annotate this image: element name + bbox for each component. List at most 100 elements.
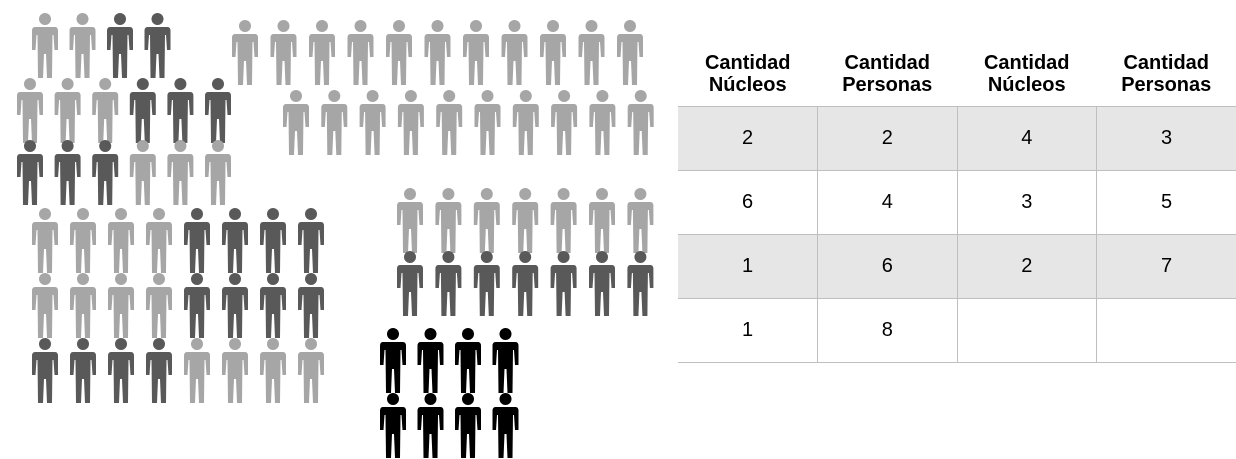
person-icon [492, 393, 519, 458]
person-icon [386, 20, 412, 85]
person-icon [492, 328, 519, 393]
person-icon [627, 188, 654, 253]
person-icon [347, 20, 374, 85]
person-icon [205, 78, 231, 143]
person-icon [32, 13, 58, 78]
person-icon [435, 188, 462, 253]
person-icon [298, 273, 324, 338]
person-icon [397, 251, 423, 316]
header-row: Cantidad Núcleos Cantidad Personas Cantida… [678, 42, 1236, 107]
person-icon [617, 20, 643, 85]
person-icon [107, 13, 133, 78]
person-icon [270, 20, 297, 85]
person-icon [417, 393, 444, 458]
person-icon [146, 338, 172, 403]
person-icon [222, 338, 248, 403]
table-cell: 5 [1096, 170, 1236, 235]
person-icon [321, 90, 348, 155]
person-icon [146, 273, 172, 338]
person-icon [108, 273, 134, 338]
table-cell: 1 [678, 234, 818, 299]
person-icon [260, 273, 286, 338]
person-icon [184, 273, 210, 338]
person-icon [69, 13, 96, 78]
person-icon [70, 338, 96, 403]
person-icon [144, 13, 171, 78]
table-cell: 8 [817, 298, 958, 363]
person-icon [70, 208, 96, 273]
person-icon [167, 78, 194, 143]
person-icon [54, 78, 81, 143]
person-icon [167, 140, 194, 205]
person-icon [417, 328, 444, 393]
person-icon [424, 20, 451, 85]
person-icon [309, 20, 335, 85]
person-icon [359, 90, 386, 155]
person-icon [397, 188, 423, 253]
table-cell: 3 [956, 170, 1097, 235]
person-icon [92, 140, 119, 205]
person-icon [298, 208, 324, 273]
table-cell: 7 [1096, 234, 1236, 299]
table-cell: 3 [1096, 106, 1236, 171]
person-icon [222, 273, 248, 338]
person-icon [92, 78, 119, 143]
person-icon [54, 140, 81, 205]
person-icon [436, 90, 463, 155]
person-icon [550, 251, 577, 316]
data-table: Cantidad Núcleos Cantidad Personas Cantida… [678, 42, 1236, 363]
person-icon [129, 78, 156, 143]
person-icon [108, 208, 134, 273]
person-icon [589, 188, 615, 253]
person-icon [512, 251, 539, 316]
person-icon [146, 208, 172, 273]
header-cell: Cantidad Personas [1121, 52, 1212, 96]
person-icon [455, 393, 481, 458]
people-figure [17, 13, 654, 458]
person-icon [380, 393, 406, 458]
table-cell: 1 [678, 298, 818, 363]
person-icon [32, 338, 58, 403]
person-icon [463, 20, 489, 85]
person-icon [540, 20, 566, 85]
person-icon [578, 20, 605, 85]
table-cell: 4 [817, 170, 958, 235]
person-icon [260, 208, 286, 273]
person-icon [17, 140, 43, 205]
table-cell: 2 [956, 234, 1097, 299]
person-icon [455, 328, 481, 393]
person-icon [474, 90, 501, 155]
table-cell: 6 [678, 170, 818, 235]
person-icon [473, 188, 500, 253]
person-icon [397, 90, 424, 155]
person-icon [17, 78, 43, 143]
person-icon [205, 140, 231, 205]
person-icon [108, 338, 134, 403]
person-icon [32, 208, 58, 273]
person-icon [129, 140, 156, 205]
table-cell: 6 [817, 234, 958, 299]
table-cell: 2 [678, 106, 818, 171]
person-icon [283, 90, 309, 155]
person-icon [589, 90, 616, 155]
person-icon [627, 251, 654, 316]
person-icon [627, 90, 654, 155]
person-icon [260, 338, 286, 403]
person-icon [551, 90, 578, 155]
table-cell: 4 [956, 106, 1097, 171]
person-icon [184, 208, 210, 273]
person-icon [184, 338, 210, 403]
person-icon [501, 20, 528, 85]
header-cell: Cantidad Núcleos [983, 52, 1070, 96]
person-icon [298, 338, 324, 403]
person-icon [232, 20, 258, 85]
person-icon [32, 273, 58, 338]
table-cell: 2 [817, 106, 958, 171]
